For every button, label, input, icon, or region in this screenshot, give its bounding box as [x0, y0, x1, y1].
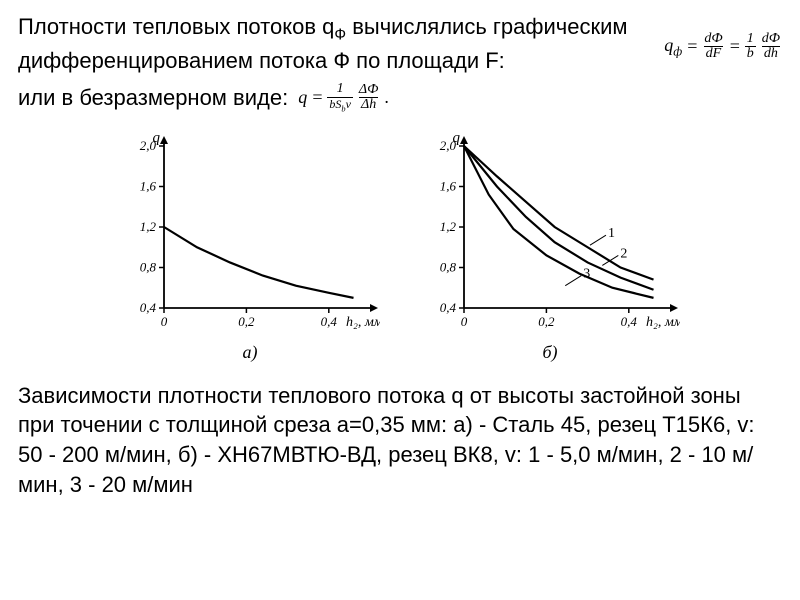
formula-2: q = 1 bSbv ΔФ Δh .: [298, 82, 389, 114]
formula-1: qф = dФ dF = 1 b dФ dh: [664, 32, 782, 62]
svg-text:h₂, мм: h₂, мм: [346, 315, 380, 330]
chart-b-sublabel: б): [542, 342, 557, 363]
svg-text:2: 2: [620, 246, 627, 261]
f2-eq1: =: [311, 87, 323, 108]
svg-text:1,2: 1,2: [440, 219, 457, 234]
f2-frac1: 1 bSbv: [327, 82, 353, 114]
f1-eq1: =: [686, 36, 698, 57]
f1-frac1: dФ dF: [702, 32, 724, 62]
svg-text:0,2: 0,2: [538, 314, 555, 329]
f2-frac2: ΔФ Δh: [357, 83, 380, 113]
f1-lhs: qф: [664, 35, 682, 60]
svg-text:0,8: 0,8: [440, 259, 457, 274]
f2-dot: .: [384, 87, 389, 108]
svg-text:3: 3: [583, 266, 590, 281]
f2-lhs: q: [298, 87, 307, 108]
svg-text:1: 1: [608, 226, 615, 241]
svg-text:0: 0: [161, 314, 168, 329]
chart-b-wrap: 0,40,81,21,62,000,20,4qh₂, мм123 б): [420, 128, 680, 363]
p1a: Плотности тепловых потоков q: [18, 14, 334, 39]
f1-eq2: =: [729, 36, 741, 57]
chart-a: 0,40,81,21,62,000,20,4qh₂, мм: [120, 128, 380, 338]
svg-text:1,6: 1,6: [440, 178, 457, 193]
charts-row: 0,40,81,21,62,000,20,4qh₂, мм а) 0,40,81…: [18, 128, 782, 363]
figure-caption: Зависимости плотности теплового потока q…: [18, 381, 782, 500]
svg-text:q: q: [453, 130, 461, 146]
svg-text:1,2: 1,2: [140, 219, 157, 234]
f1-frac2: 1 b: [745, 32, 756, 62]
f1-frac3: dФ dh: [760, 32, 782, 62]
svg-text:0,4: 0,4: [440, 300, 457, 315]
svg-text:0,8: 0,8: [140, 259, 157, 274]
svg-text:1,6: 1,6: [140, 178, 157, 193]
svg-text:h₂, мм: h₂, мм: [646, 315, 680, 330]
p2-text: или в безразмерном виде:: [18, 83, 288, 113]
chart-a-sublabel: а): [243, 342, 258, 363]
svg-text:0: 0: [461, 314, 468, 329]
svg-text:0,4: 0,4: [621, 314, 638, 329]
p1sub: Ф: [334, 26, 346, 43]
svg-text:0,2: 0,2: [238, 314, 255, 329]
svg-text:q: q: [153, 130, 161, 146]
chart-a-wrap: 0,40,81,21,62,000,20,4qh₂, мм а): [120, 128, 380, 363]
svg-text:0,4: 0,4: [321, 314, 338, 329]
svg-text:0,4: 0,4: [140, 300, 157, 315]
intro-text: Плотности тепловых потоков qФ вычислялис…: [18, 12, 650, 76]
chart-b: 0,40,81,21,62,000,20,4qh₂, мм123: [420, 128, 680, 338]
